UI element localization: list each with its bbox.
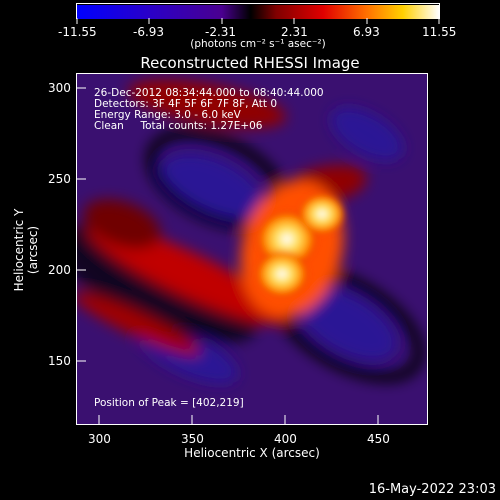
x-tick-label: 450 — [367, 432, 390, 446]
colorbar-tick-label: 6.93 — [353, 25, 380, 39]
energy-range-text: Energy Range: 3.0 - 6.0 keV — [94, 109, 241, 121]
algorithm-text: Clean Total counts: 1.27E+06 — [94, 120, 263, 132]
y-axis-label: Heliocentric Y (arcsec) — [12, 208, 40, 292]
peak-position-text: Position of Peak = [402,219] — [94, 397, 244, 409]
x-axis-label: Heliocentric X (arcsec) — [184, 446, 320, 460]
colorbar — [76, 3, 440, 19]
axis-ticks — [76, 87, 379, 425]
colorbar-tick-label: 11.55 — [422, 25, 457, 39]
timestamp: 16-May-2022 23:03 — [368, 482, 496, 497]
time-range-text: 26-Dec-2012 08:34:44.000 to 08:40:44.000 — [94, 87, 324, 99]
x-tick-label: 300 — [88, 432, 111, 446]
x-tick-label: 350 — [181, 432, 204, 446]
y-tick-label: 150 — [48, 354, 71, 368]
y-tick-label: 300 — [48, 81, 71, 95]
rhessi-image — [76, 73, 428, 425]
x-tick-label: 400 — [274, 432, 297, 446]
detectors-text: Detectors: 3F 4F 5F 6F 7F 8F, Att 0 — [94, 98, 278, 110]
colorbar-units-label: (photons cm⁻² s⁻¹ asec⁻²) — [190, 38, 326, 50]
intensity-map — [77, 74, 427, 424]
image-title: Reconstructed RHESSI Image — [140, 54, 360, 72]
colorbar-tick-marks — [76, 18, 440, 24]
colorbar-tick-label: 2.31 — [281, 25, 308, 39]
y-tick-label: 250 — [48, 172, 71, 186]
colorbar-tick-label: -11.55 — [58, 25, 97, 39]
colorbar-gradient — [77, 5, 439, 19]
colorbar-tick-label: -2.31 — [205, 25, 237, 39]
y-tick-label: 200 — [48, 263, 71, 277]
colorbar-tick-label: -6.93 — [133, 25, 165, 39]
